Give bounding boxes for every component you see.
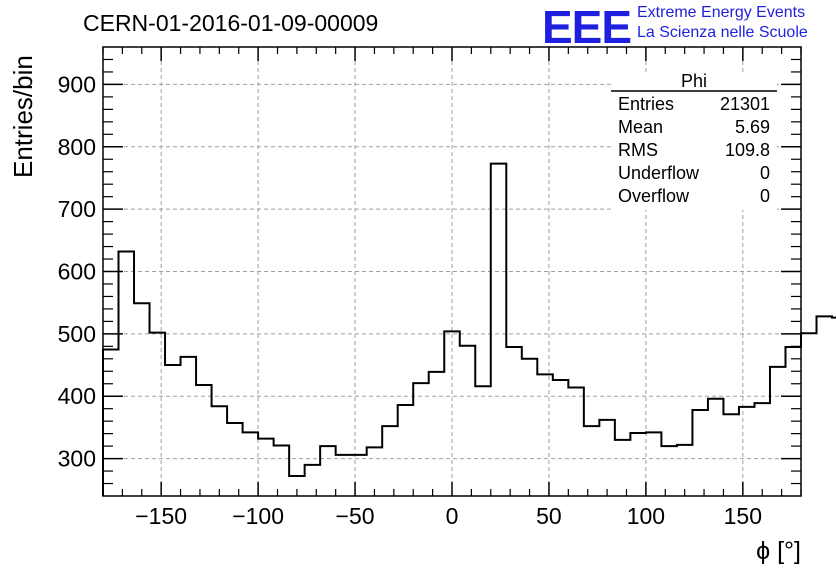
stats-value: 0 [760,186,770,206]
stats-value: 5.69 [735,117,770,137]
y-tick-label: 600 [58,259,96,285]
stats-value: 0 [760,163,770,183]
x-tick-labels: −150 −100 −50 0 50 100 150 [135,503,762,529]
x-axis-label: ϕ [°] [756,537,801,565]
x-tick-label: 50 [536,503,562,529]
x-tick-label: 0 [446,503,459,529]
x-tick-label: 100 [627,503,665,529]
logo-line-1: Extreme Energy Events [637,4,806,21]
stats-value: 109.8 [725,140,770,160]
histogram-series-line [102,162,836,496]
stats-label: RMS [618,140,658,160]
stats-box: Phi Entries 21301 Mean 5.69 RMS 109.8 Underflo… [611,71,777,210]
stats-label: Mean [618,117,663,137]
x-tick-label: −150 [135,503,187,529]
stats-rows: Entries 21301 Mean 5.69 RMS 109.8 Underflow 0 Ov… [618,94,770,206]
x-tick-label: −50 [336,503,375,529]
x-tick-label: −100 [232,503,284,529]
stats-label: Entries [618,94,674,114]
stats-value: 21301 [720,94,770,114]
y-axis-label: Entries/bin [8,55,38,178]
y-tick-label: 500 [58,321,96,347]
y-tick-label: 300 [58,446,96,472]
stats-label: Underflow [618,163,700,183]
y-tick-label: 800 [58,134,96,160]
axis-ticks [102,47,802,496]
logo-line-2: La Scienza nelle Scuole [637,24,808,41]
x-tick-label: 150 [724,503,762,529]
y-tick-labels: 300 400 500 600 700 800 900 [58,71,96,471]
y-tick-label: 900 [58,71,96,97]
stats-box-title: Phi [681,71,707,91]
stats-label: Overflow [618,186,690,206]
y-tick-label: 700 [58,196,96,222]
plot-title: CERN-01-2016-01-09-00009 [83,10,379,36]
y-tick-label: 400 [58,383,96,409]
stats-box-background [611,72,777,210]
eee-logo: EEE [542,1,632,53]
